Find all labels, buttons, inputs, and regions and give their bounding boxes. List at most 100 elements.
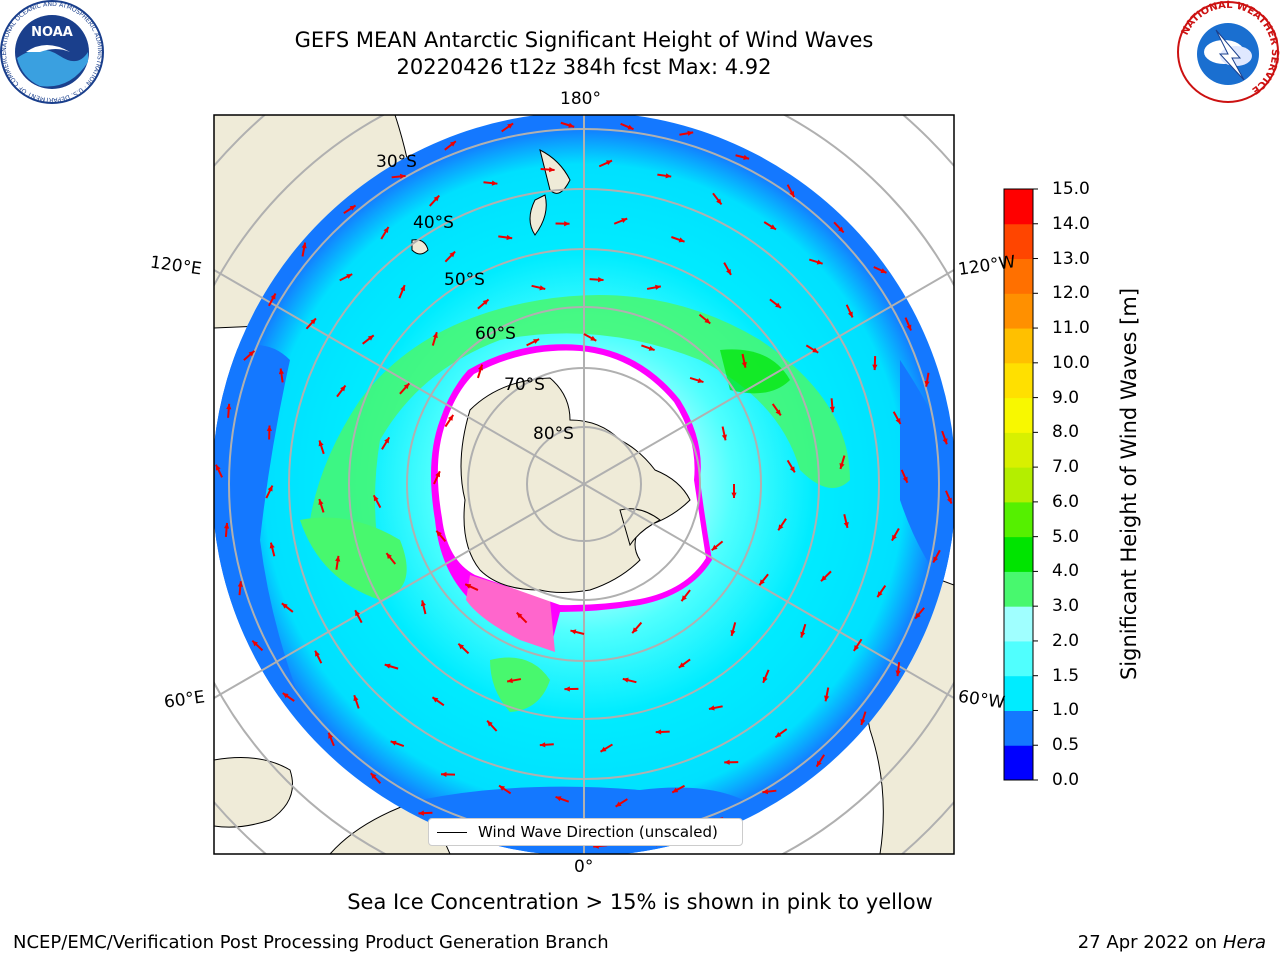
wave-direction-arrowhead bbox=[384, 663, 391, 669]
lat-label-30s: 30°S bbox=[376, 152, 417, 172]
wave-direction-arrowhead bbox=[906, 324, 912, 331]
wave-direction-arrowhead bbox=[248, 350, 255, 357]
wave-direction-arrowhead bbox=[726, 268, 731, 275]
wave-direction-arrowhead bbox=[539, 742, 546, 748]
graticule bbox=[214, 115, 954, 854]
lat-label-70s: 70°S bbox=[504, 375, 545, 395]
low-wave-region-west bbox=[214, 345, 300, 700]
wave-direction-arrowhead bbox=[499, 785, 505, 791]
wave-direction-arrowhead bbox=[821, 575, 827, 582]
colorbar-segment bbox=[1004, 710, 1033, 746]
wave-direction-arrowhead bbox=[902, 476, 908, 483]
wave-direction-arrowhead bbox=[665, 173, 672, 179]
colorbar-segment bbox=[1004, 536, 1033, 572]
wave-direction-arrowhead bbox=[507, 123, 514, 129]
wave-direction-arrowhead bbox=[349, 205, 356, 211]
wave-direction-arrowhead bbox=[731, 492, 737, 498]
wave-direction-arrowhead bbox=[282, 693, 289, 699]
legend-line-sample bbox=[437, 832, 467, 833]
colorbar-tick-label: 7.0 bbox=[1052, 457, 1080, 478]
lat-label-40s: 40°S bbox=[413, 213, 454, 233]
colorbar-tick-label: 11.0 bbox=[1052, 318, 1090, 339]
colorbar-segment bbox=[1004, 432, 1033, 468]
wave-direction-arrowhead bbox=[328, 732, 334, 739]
colorbar-tick-label: 15.0 bbox=[1052, 179, 1090, 199]
wave-direction-arrowhead bbox=[716, 198, 722, 205]
wave-direction-arrowhead bbox=[622, 677, 629, 683]
wave-direction-arrowhead bbox=[915, 612, 921, 619]
wave-direction-arrowhead bbox=[895, 417, 901, 424]
wave-direction-arrowhead bbox=[478, 364, 484, 371]
colorbar-border bbox=[1003, 188, 1034, 781]
lat-label-60s: 60°S bbox=[475, 324, 516, 344]
wave-direction-arrowhead bbox=[564, 221, 570, 227]
footer-producer: NCEP/EMC/Verification Post Processing Pr… bbox=[13, 932, 609, 953]
colorbar-segment bbox=[1004, 293, 1033, 329]
wave-direction-arrowhead bbox=[759, 579, 765, 586]
map-legend: Wind Wave Direction (unscaled) bbox=[428, 818, 743, 846]
wave-direction-arrowhead bbox=[775, 302, 781, 308]
wave-direction-arrowhead bbox=[655, 284, 661, 290]
lat-label-80s: 80°S bbox=[533, 424, 574, 444]
wave-direction-arrowhead bbox=[880, 268, 887, 273]
wave-direction-arrowhead bbox=[399, 173, 406, 180]
wave-direction-arrowhead bbox=[877, 591, 883, 598]
wave-direction-arrowhead bbox=[812, 347, 819, 353]
colorbar-segment bbox=[1004, 640, 1033, 677]
wave-direction-arrowhead bbox=[800, 631, 806, 638]
wave-direction-arrowhead bbox=[386, 553, 392, 560]
wave-direction-arrowhead bbox=[853, 644, 859, 651]
wave-direction-arrowhead bbox=[778, 524, 784, 531]
wave-direction-arrowhead bbox=[433, 195, 440, 202]
wave-direction-arrowhead bbox=[627, 124, 634, 130]
colorbar bbox=[1003, 188, 1038, 781]
wave-direction-arrowhead bbox=[432, 697, 439, 703]
colorbar-tick-label: 2.0 bbox=[1052, 630, 1080, 651]
footer-date-text: 27 Apr 2022 on bbox=[1077, 932, 1223, 953]
wave-direction-arrowhead bbox=[539, 285, 546, 291]
wave-direction-arrowhead bbox=[678, 662, 685, 668]
wave-direction-arrowhead bbox=[605, 160, 612, 166]
colorbar-tick-label: 3.0 bbox=[1052, 596, 1080, 617]
wave-direction-arrowhead bbox=[278, 368, 285, 375]
colorbar-segment bbox=[1004, 606, 1033, 642]
wave-direction-arrowhead bbox=[355, 610, 361, 617]
wave-direction-arrowhead bbox=[724, 759, 730, 765]
wave-direction-arrowhead bbox=[615, 801, 622, 807]
noaa-logo: NATIONAL OCEANIC AND ATMOSPHERIC ADMINIS… bbox=[0, 0, 104, 104]
wave-direction-arrowhead bbox=[226, 403, 232, 410]
wave-direction-arrowhead bbox=[335, 555, 341, 562]
lon-label-0: 0° bbox=[574, 857, 594, 877]
wave-direction-arrowhead bbox=[762, 676, 768, 683]
colorbar-tick-label: 0.5 bbox=[1052, 735, 1080, 756]
wave-direction-arrowhead bbox=[697, 377, 704, 383]
wave-direction-arrowhead bbox=[487, 720, 493, 727]
colorbar-tick-label: 10.0 bbox=[1052, 352, 1090, 373]
wave-direction-arrowhead bbox=[648, 345, 655, 351]
wave-direction-arrowhead bbox=[252, 640, 259, 647]
wave-direction-arrowhead bbox=[762, 789, 769, 795]
colorbar-segment bbox=[1004, 675, 1033, 711]
wave-direction-arrowhead bbox=[946, 497, 952, 504]
wave-direction-arrowhead bbox=[655, 729, 662, 735]
wave-direction-arrowhead bbox=[829, 406, 835, 413]
low-wave-region-east bbox=[900, 360, 954, 600]
wave-direction-arrowhead bbox=[432, 332, 438, 339]
colorbar-tick-label: 9.0 bbox=[1052, 387, 1080, 408]
wave-direction-arrowhead bbox=[267, 485, 273, 492]
colorbar-segment bbox=[1004, 467, 1033, 503]
wave-direction-arrowhead bbox=[318, 440, 324, 447]
wave-direction-arrowhead bbox=[346, 274, 353, 279]
wave-direction-arrowhead bbox=[270, 293, 276, 300]
wave-direction-arrowhead bbox=[847, 311, 853, 318]
wave-direction-arrowhead bbox=[839, 463, 845, 469]
lon-label-180: 180° bbox=[560, 89, 601, 109]
map-subtitle: 20220426 t12z 384h fcst Max: 4.92 bbox=[396, 55, 772, 79]
wave-direction-arrowhead bbox=[743, 154, 750, 160]
wave-direction-arrowhead bbox=[549, 167, 555, 173]
colorbar-label: Significant Height of Wind Waves [m] bbox=[1117, 287, 1141, 681]
wave-direction-arrowhead bbox=[315, 650, 320, 657]
wave-direction-arrowhead bbox=[721, 434, 727, 441]
wave-direction-arrowhead bbox=[310, 318, 316, 325]
wave-direction-arrowhead bbox=[533, 339, 540, 344]
